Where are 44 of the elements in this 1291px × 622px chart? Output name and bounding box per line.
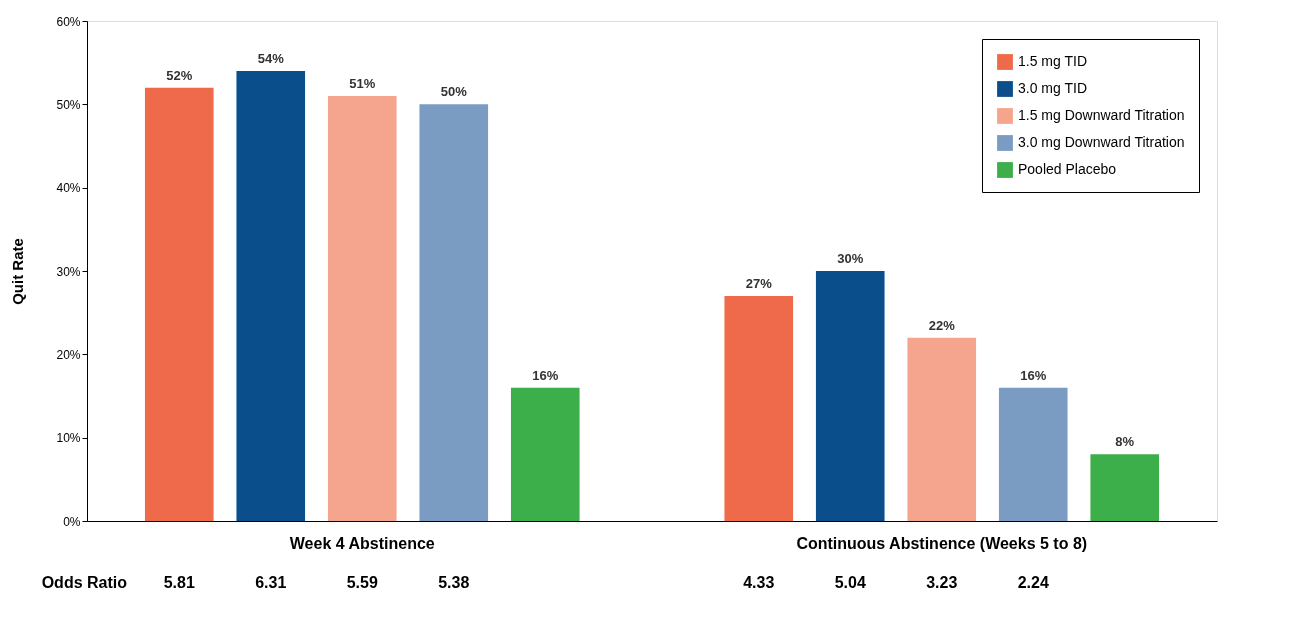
- legend-label: Pooled Placebo: [1018, 161, 1117, 177]
- y-tick-label: 0%: [63, 514, 81, 529]
- text: 5.38: [438, 574, 470, 591]
- bar: [998, 387, 1068, 521]
- data-label: 51%: [349, 76, 376, 91]
- data-label: 16%: [1020, 367, 1047, 383]
- data-label: 54%: [257, 51, 285, 66]
- bar: [1090, 454, 1160, 521]
- x-tick-label: Continuous Abstinence (Weeks 5 to 8): [796, 534, 1088, 552]
- bar: [419, 104, 489, 521]
- data-label: 22%: [928, 317, 956, 333]
- y-tick-label: 40%: [56, 181, 81, 196]
- bar: [236, 71, 306, 521]
- text: 4.33: [743, 574, 775, 591]
- x-tick-label: Week 4 Abstinence: [289, 534, 435, 552]
- text: 2.24: [1017, 574, 1049, 591]
- data-label: 30%: [837, 251, 864, 266]
- text: 5.81: [163, 574, 195, 591]
- y-tick-label: 60%: [56, 14, 81, 29]
- data-label: 50%: [440, 84, 468, 100]
- legend-label: 1.5 mg Downward Titration: [1018, 107, 1185, 123]
- bar: [327, 96, 397, 521]
- data-label: 16%: [532, 367, 559, 383]
- y-tick-label: 30%: [56, 264, 81, 279]
- text: 6.31: [255, 574, 287, 591]
- data-label: 27%: [745, 276, 773, 291]
- data-label: 52%: [166, 67, 193, 83]
- y-axis-title: Quit Rate: [9, 238, 27, 305]
- y-tick-label: 20%: [56, 347, 81, 362]
- bar: [907, 337, 977, 521]
- bar: [144, 87, 214, 521]
- y-tick-label: 10%: [56, 431, 81, 446]
- text: 5.04: [834, 574, 866, 591]
- text: 5.59: [346, 574, 378, 591]
- bar: [724, 296, 794, 521]
- legend-label: 3.0 mg TID: [1018, 80, 1087, 96]
- y-tick-label: 50%: [56, 97, 81, 112]
- bar: [510, 387, 580, 521]
- text: Odds Ratio: [41, 574, 128, 591]
- bar: [815, 271, 885, 521]
- data-label: 8%: [1115, 434, 1135, 450]
- legend-label: 3.0 mg Downward Titration: [1018, 134, 1185, 150]
- text: 3.23: [926, 574, 958, 591]
- legend-label: 1.5 mg TID: [1018, 53, 1087, 69]
